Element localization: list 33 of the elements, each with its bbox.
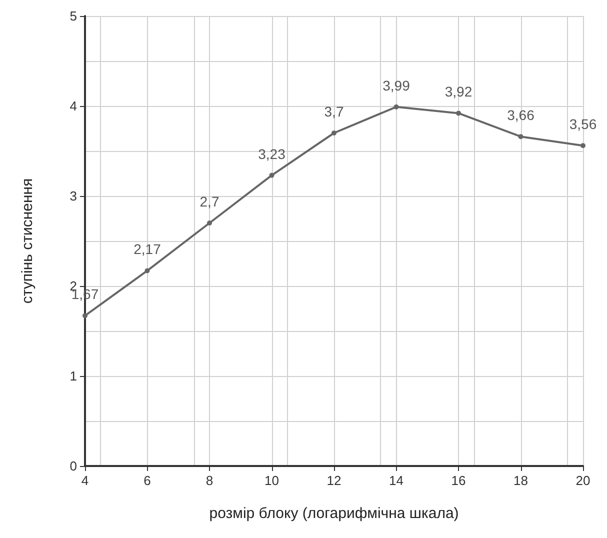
point	[269, 172, 274, 178]
point	[518, 134, 524, 140]
point	[456, 110, 461, 116]
x-tick-label: 18	[514, 473, 528, 488]
data-label: 3,23	[258, 146, 286, 162]
x-tick-label: 10	[264, 473, 279, 488]
x-tick-label: 14	[389, 473, 404, 488]
x-axis-title: розмір блоку (логарифмічна шкала)	[209, 505, 459, 522]
y-axis-title: ступінь стиснення	[19, 178, 36, 304]
x-tick-label: 8	[206, 473, 214, 488]
data-label: 3,99	[382, 77, 410, 94]
x-tick-label: 6	[144, 473, 151, 488]
y-tick-label: 3	[70, 188, 77, 204]
data-label: 3,92	[444, 84, 472, 100]
data-label: 3,7	[324, 104, 344, 120]
data-label: 3,66	[507, 107, 535, 124]
y-tick-label: 0	[70, 458, 77, 474]
point	[82, 313, 88, 318]
data-label: 2,17	[134, 241, 162, 258]
x-tick-label: 4	[81, 473, 89, 488]
point	[144, 268, 150, 274]
y-tick-label: 4	[70, 98, 77, 114]
data-label: 3,56	[569, 116, 597, 132]
x-tick-label: 16	[451, 473, 466, 488]
data-label: 2,7	[200, 194, 220, 210]
y-tick-label: 5	[70, 8, 77, 24]
point	[394, 104, 399, 110]
point	[207, 220, 212, 226]
y-tick-label: 1	[70, 368, 77, 384]
x-tick-label: 12	[326, 473, 342, 488]
x-tick-label: 20	[576, 473, 590, 488]
point	[580, 143, 586, 148]
point	[332, 130, 336, 136]
